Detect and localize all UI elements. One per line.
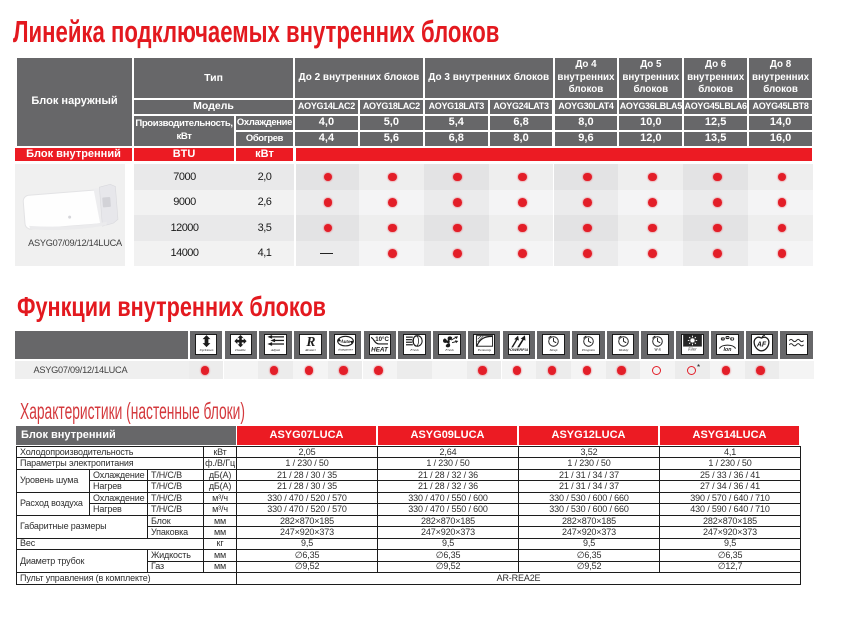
svg-text:Up/Down: Up/Down: [199, 348, 213, 352]
svg-text:Fresh: Fresh: [444, 348, 453, 352]
svg-text:Adjust: Adjust: [270, 348, 281, 352]
svg-text:W-S: W-S: [655, 348, 661, 352]
svg-text:Sleep: Sleep: [550, 348, 558, 352]
svg-text:Auto: Auto: [339, 340, 350, 345]
svg-text:changeover: changeover: [338, 348, 354, 352]
svg-text:Program: Program: [581, 348, 595, 352]
svg-text:Restart: Restart: [304, 348, 316, 352]
svg-text:Weekly: Weekly: [618, 348, 628, 352]
svg-text:HEAT: HEAT: [372, 347, 390, 353]
svg-text:Filter: Filter: [687, 348, 697, 352]
svg-text:AF: AF: [756, 342, 767, 349]
svg-text:POWERFUL: POWERFUL: [509, 348, 528, 353]
svg-text:Ion: Ion: [723, 348, 731, 353]
svg-text:R: R: [305, 335, 315, 349]
svg-text:Fresh: Fresh: [409, 348, 418, 352]
svg-text:10°C: 10°C: [376, 336, 390, 343]
svg-text:Double: Double: [235, 348, 247, 352]
svg-text:Economy: Economy: [476, 348, 491, 352]
